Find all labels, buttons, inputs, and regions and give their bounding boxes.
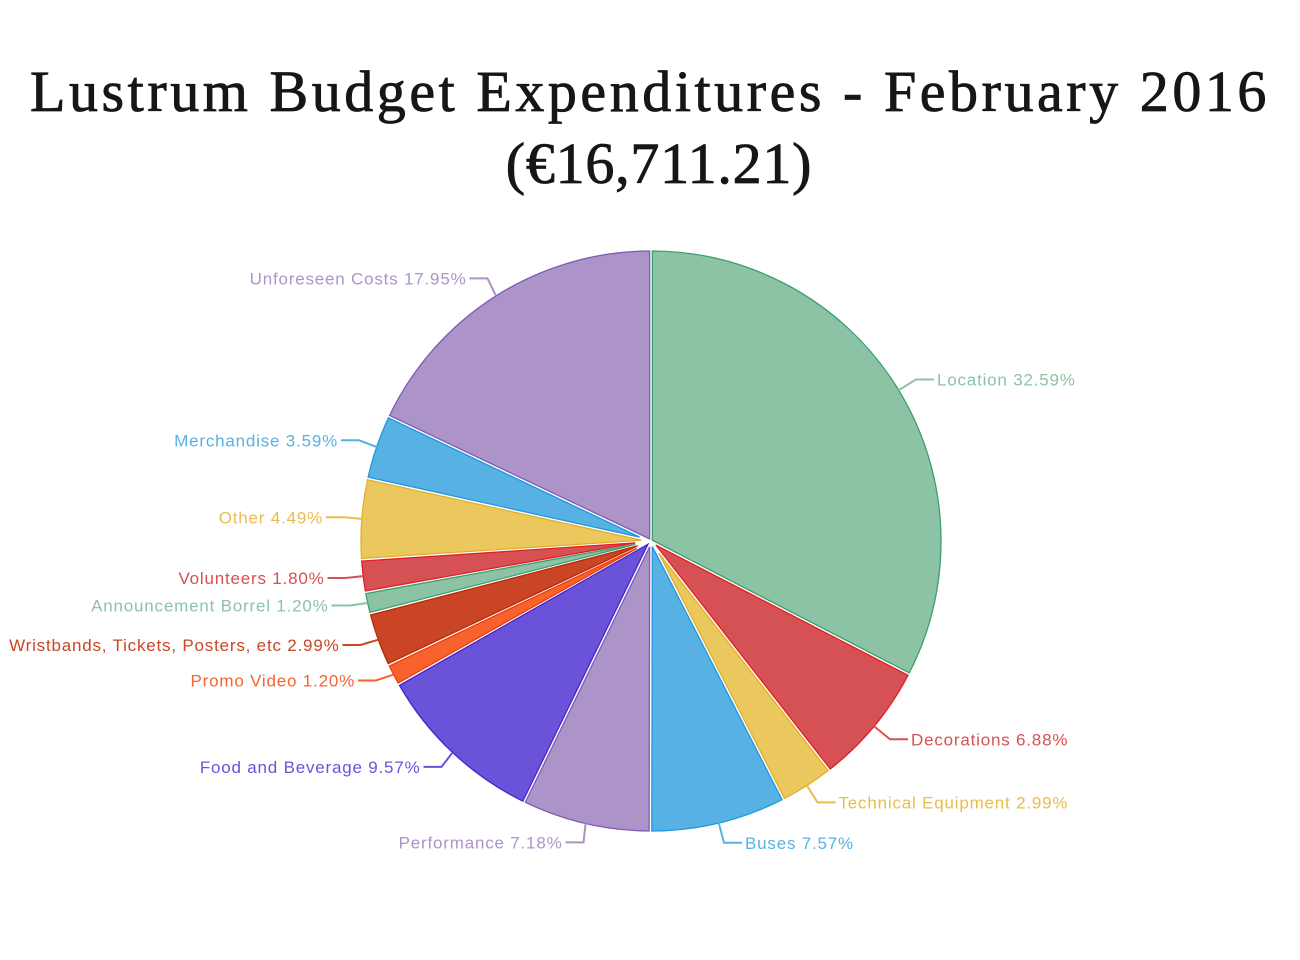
svg-text:Unforeseen Costs 17.95%: Unforeseen Costs 17.95% bbox=[250, 270, 467, 289]
svg-text:Performance 7.18%: Performance 7.18% bbox=[399, 834, 563, 853]
svg-text:Merchandise 3.59%: Merchandise 3.59% bbox=[174, 431, 338, 450]
svg-text:Buses 7.57%: Buses 7.57% bbox=[745, 834, 854, 853]
svg-text:Decorations 6.88%: Decorations 6.88% bbox=[911, 730, 1068, 749]
svg-text:Announcement Borrel 1.20%: Announcement Borrel 1.20% bbox=[91, 597, 328, 616]
svg-text:Volunteers 1.80%: Volunteers 1.80% bbox=[178, 569, 324, 588]
svg-text:Wristbands, Tickets, Posters,: Wristbands, Tickets, Posters, etc 2.99% bbox=[9, 636, 339, 655]
svg-text:Technical Equipment 2.99%: Technical Equipment 2.99% bbox=[839, 794, 1069, 813]
svg-text:Lustrum Budget Expenditures -: Lustrum Budget Expenditures - February 2… bbox=[30, 59, 1270, 124]
svg-text:Food and Beverage 9.57%: Food and Beverage 9.57% bbox=[200, 758, 421, 777]
svg-text:(€16,711.21): (€16,711.21) bbox=[506, 131, 812, 196]
svg-text:Other 4.49%: Other 4.49% bbox=[219, 508, 323, 527]
svg-text:Location 32.59%: Location 32.59% bbox=[937, 371, 1076, 390]
svg-text:Promo Video 1.20%: Promo Video 1.20% bbox=[191, 672, 356, 691]
